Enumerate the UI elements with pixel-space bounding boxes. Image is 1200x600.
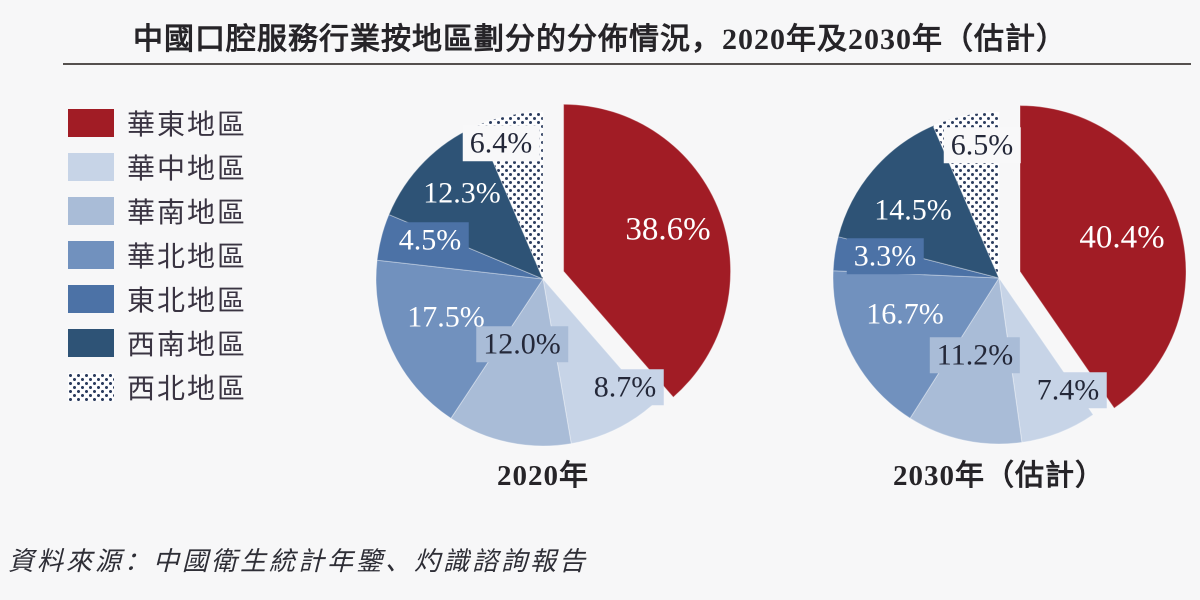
pie-slice-0-0 xyxy=(563,103,732,398)
pie-chart-2030: 2030年（估計） 40.4% 7.4% 11.2% 16.7% 3.3% 14.5% 6.… xyxy=(810,100,1200,492)
legend: 華東地區華中地區華南地區華北地區東北地區西南地區西北地區 xyxy=(68,109,247,417)
pie-label-1-3: 16.7% xyxy=(866,297,944,331)
figure-title: 中國口腔服務行業按地區劃分的分佈情況，2020年及2030年（估計） xyxy=(133,23,1067,56)
legend-item-3: 華北地區 xyxy=(68,241,247,273)
pie-label-0-0: 38.6% xyxy=(625,211,711,248)
pie-label-0-6: 6.4% xyxy=(462,125,540,161)
pie-slice-0-2 xyxy=(450,277,572,447)
legend-label: 東北地區 xyxy=(127,286,248,317)
pie-slice-0-3 xyxy=(375,259,544,419)
legend-item-6: 西北地區 xyxy=(68,373,247,405)
legend-label: 華南地區 xyxy=(127,198,248,229)
pie-label-0-5: 12.3% xyxy=(423,176,501,210)
legend-item-2: 華南地區 xyxy=(68,197,247,229)
pie-label-0-4: 4.5% xyxy=(391,222,469,258)
source-note: 資料來源：中國衛生統計年鑒、灼識諮詢報告 xyxy=(8,547,589,576)
legend-label: 西南地區 xyxy=(127,330,248,361)
pie-label-0-3: 17.5% xyxy=(407,300,485,334)
legend-item-4: 東北地區 xyxy=(68,285,247,317)
title-divider xyxy=(63,63,1191,65)
pie-label-1-2: 11.2% xyxy=(929,337,1021,373)
legend-label: 西北地區 xyxy=(127,374,248,405)
pie-label-1-4: 3.3% xyxy=(846,238,924,274)
pie-label-1-1: 7.4% xyxy=(1029,372,1107,408)
pie-label-0-2: 12.0% xyxy=(476,326,568,362)
legend-swatch xyxy=(68,197,114,225)
chart-caption-2030: 2030年（估計） xyxy=(892,460,1106,492)
pie-label-1-6: 6.5% xyxy=(943,127,1021,163)
legend-swatch xyxy=(68,329,114,357)
legend-swatch-dotted xyxy=(68,373,114,401)
pie-label-1-0: 40.4% xyxy=(1079,219,1165,256)
chart-caption-2020: 2020年 xyxy=(496,460,590,492)
legend-swatch xyxy=(68,241,114,269)
legend-item-5: 西南地區 xyxy=(68,329,247,361)
legend-item-1: 華中地區 xyxy=(68,153,247,185)
legend-swatch xyxy=(68,285,114,313)
legend-label: 華中地區 xyxy=(127,154,248,185)
legend-swatch xyxy=(68,153,114,181)
legend-swatch xyxy=(68,109,114,137)
legend-label: 華北地區 xyxy=(127,242,248,273)
pie-label-1-5: 14.5% xyxy=(874,193,952,227)
pie-label-0-1: 8.7% xyxy=(586,369,664,405)
legend-item-0: 華東地區 xyxy=(68,109,247,141)
pie-slice-1-3 xyxy=(832,270,1000,419)
pie-svg-0 xyxy=(375,103,732,447)
pie-chart-2020: 2020年 38.6% 8.7% 12.0% 17.5% 4.5% 12.3% 6.4% xyxy=(356,100,756,492)
pie-slice-1-0 xyxy=(1019,104,1187,409)
legend-label: 華東地區 xyxy=(127,110,248,141)
